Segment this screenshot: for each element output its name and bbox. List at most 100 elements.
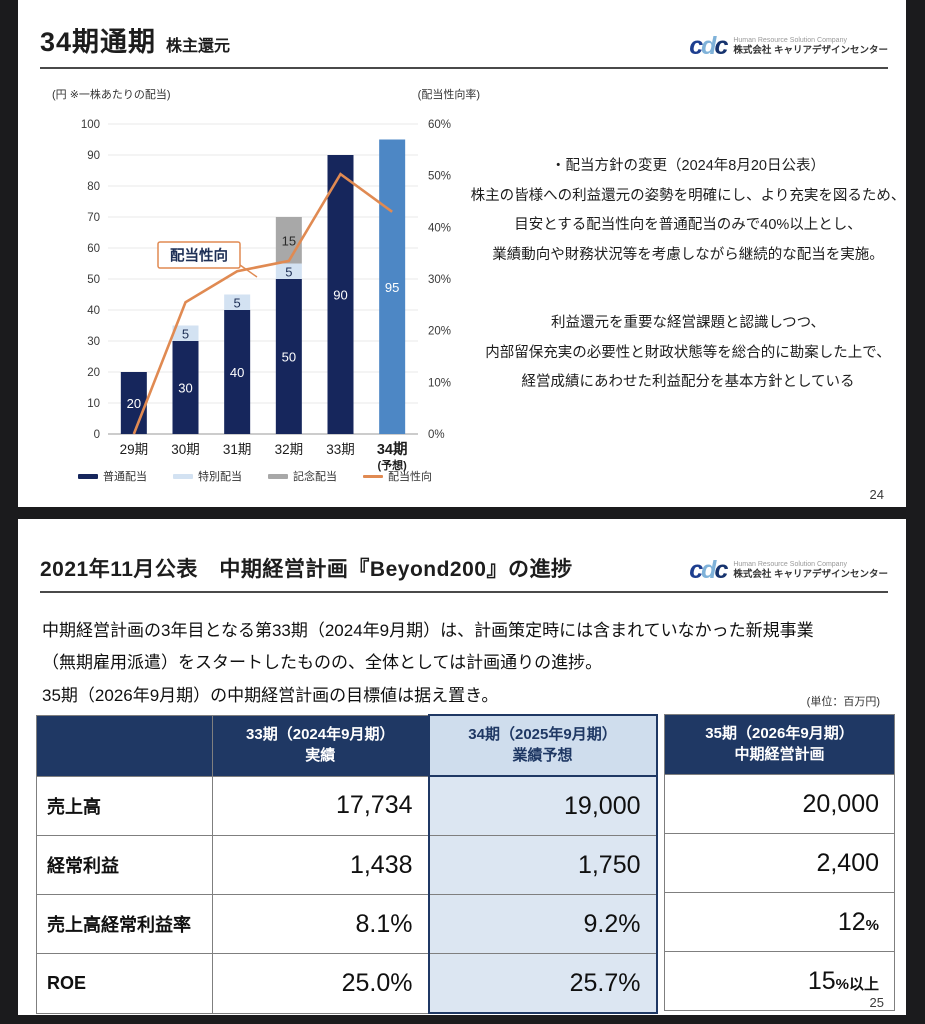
logo-company-jp: 株式会社 キャリアデザインセンター bbox=[733, 44, 888, 56]
policy-line: 株主の皆様への利益還元の姿勢を明確にし、より充実を図るため、 bbox=[470, 187, 906, 204]
left-axis-tick: 90 bbox=[87, 150, 100, 162]
midterm-target-table: 35期（2026年9月期） 中期経営計画 20,000 2,400 12% 15… bbox=[664, 714, 895, 1011]
payout-ratio-label: 配当性向 bbox=[170, 247, 228, 265]
legend-item: 配当性向 bbox=[363, 468, 432, 484]
principle-line: 内部留保充実の必要性と財政状態等を総合的に勘案した上で、 bbox=[485, 344, 891, 361]
logo-company-jp: 株式会社 キャリアデザインセンター bbox=[733, 568, 888, 580]
left-axis-tick: 70 bbox=[87, 212, 100, 224]
row-label: 経常利益 bbox=[36, 835, 213, 895]
table-corner-cell bbox=[36, 714, 213, 777]
slide2-header: 2021年11月公表 中期経営計画『Beyond200』の進捗 cdc Huma… bbox=[40, 553, 888, 593]
row-label: ROE bbox=[36, 953, 213, 1014]
cdc-logo-icon: cdc bbox=[689, 32, 728, 60]
page-number: 25 bbox=[869, 995, 884, 1010]
slide-shareholder-returns: 34期通期 株主還元 cdc Human Resource Solution C… bbox=[18, 0, 906, 507]
cell-profit-33: 1,438 bbox=[212, 835, 429, 895]
bar-value-label: 95 bbox=[385, 280, 399, 295]
table-row-sales-target: 20,000 bbox=[664, 774, 895, 834]
x-axis-label: 34期 bbox=[377, 440, 408, 458]
x-axis-label: 32期 bbox=[275, 442, 304, 457]
left-axis-tick: 20 bbox=[87, 367, 100, 379]
company-logo: cdc Human Resource Solution Company 株式会社… bbox=[689, 558, 888, 583]
cell-margin-34: 9.2% bbox=[427, 894, 658, 954]
bar-value-label: 90 bbox=[333, 288, 347, 303]
left-axis-tick: 0 bbox=[94, 429, 100, 441]
bar-segment bbox=[275, 279, 302, 434]
unit-note: (単位：百万円) bbox=[806, 696, 880, 708]
cell-roe-33: 25.0% bbox=[212, 953, 429, 1014]
intro-line: 中期経営計画の3年目となる第33期（2024年9月期）は、計画策定時には含まれて… bbox=[42, 621, 814, 640]
intro-line: （無期雇用派遣）をスタートしたものの、全体としては計画通りの進捗。 bbox=[42, 653, 603, 673]
left-axis-tick: 100 bbox=[81, 119, 100, 131]
legend-bar-swatch-icon bbox=[78, 473, 98, 479]
cell-margin-35: 12% bbox=[664, 892, 895, 952]
x-axis-label: 33期 bbox=[326, 442, 355, 457]
legend-label: 配当性向 bbox=[388, 471, 432, 483]
table-row-sales: 売上高 17,734 19,000 bbox=[36, 775, 658, 836]
left-axis-tick: 80 bbox=[87, 181, 100, 193]
bar-value-label: 5 bbox=[234, 295, 241, 310]
cell-sales-35: 20,000 bbox=[664, 774, 895, 834]
policy-line: 業績動向や財務状況等を考慮しながら継続的な配当を実施。 bbox=[492, 247, 884, 264]
cell-roe-35: 15%以上 bbox=[664, 951, 895, 1011]
row-label: 売上高 bbox=[36, 775, 213, 836]
table-row-margin-target: 12% bbox=[664, 892, 895, 952]
bar-value-label: 50 bbox=[282, 350, 296, 365]
right-axis-tick: 20% bbox=[428, 326, 451, 338]
bar-value-label: 5 bbox=[182, 326, 189, 341]
cell-margin-33: 8.1% bbox=[212, 894, 429, 954]
return-principle-block: 利益還元を重要な経営課題と認識しつつ、 内部留保充実の必要性と財政状態等を総合的… bbox=[462, 309, 914, 398]
left-axis-tick: 50 bbox=[87, 274, 100, 286]
principle-line: 利益還元を重要な経営課題と認識しつつ、 bbox=[550, 314, 826, 331]
right-axis-caption: (配当性向率) bbox=[417, 89, 480, 101]
cdc-logo-icon: cdc bbox=[689, 556, 728, 584]
bar-segment bbox=[120, 372, 147, 434]
bar-value-label: 40 bbox=[230, 365, 244, 380]
legend-label: 普通配当 bbox=[103, 471, 147, 483]
legend-label: 記念配当 bbox=[293, 471, 337, 483]
cell-profit-35: 2,400 bbox=[664, 833, 895, 893]
left-axis-tick: 30 bbox=[87, 336, 100, 348]
x-axis-label: 30期 bbox=[171, 442, 200, 457]
right-axis-tick: 60% bbox=[428, 119, 451, 131]
page-title: 34期通期 bbox=[40, 27, 157, 57]
company-logo: cdc Human Resource Solution Company 株式会社… bbox=[689, 34, 888, 59]
left-axis-tick: 40 bbox=[87, 305, 100, 317]
payout-ratio-label-box bbox=[157, 241, 241, 269]
right-axis-tick: 40% bbox=[428, 222, 451, 234]
page-subtitle: 株主還元 bbox=[166, 38, 231, 55]
bar-value-label: 20 bbox=[127, 396, 141, 411]
dividend-chart-svg: 0 10 20 30 40 50 60 70 80 90 100 0% 10% 20% 30% 40% 50% 6… bbox=[81, 119, 451, 472]
right-axis-tick: 30% bbox=[428, 274, 451, 286]
legend-bar-swatch-icon bbox=[173, 473, 193, 479]
x-axis-sublabel: (予想) bbox=[378, 458, 408, 472]
bar-value-label: 15 bbox=[282, 233, 296, 248]
bar-segment bbox=[327, 155, 354, 434]
left-axis-caption: (円 ※一株あたりの配当) bbox=[52, 89, 171, 101]
bar-value-label: 5 bbox=[285, 264, 292, 279]
legend-item: 記念配当 bbox=[268, 468, 337, 484]
bar-segment bbox=[172, 341, 199, 434]
dividend-chart: (円 ※一株あたりの配当) (配当性向率) 0 10 20 30 40 50 60 70 80 9… bbox=[50, 86, 482, 476]
cell-sales-34: 19,000 bbox=[427, 775, 658, 836]
cell-sales-33: 17,734 bbox=[212, 775, 429, 836]
slide-midterm-plan: 2021年11月公表 中期経営計画『Beyond200』の進捗 cdc Huma… bbox=[18, 519, 906, 1015]
table-row-roe: ROE 25.0% 25.7% bbox=[36, 953, 658, 1014]
intro-line: 35期（2026年9月期）の中期経営計画の目標値は据え置き。 bbox=[42, 685, 499, 705]
bar-segment bbox=[379, 139, 406, 434]
principle-line: 経営成績にあわせた利益配分を基本方針としている bbox=[521, 374, 855, 391]
page-title: 2021年11月公表 中期経営計画『Beyond200』の進捗 bbox=[40, 558, 573, 581]
payout-ratio-line bbox=[132, 172, 393, 435]
right-axis-tick: 50% bbox=[428, 171, 451, 183]
policy-line: ・配当方針の変更（2024年8月20日公表） bbox=[551, 158, 825, 174]
label-connector bbox=[239, 264, 258, 278]
x-axis-label: 29期 bbox=[120, 442, 149, 457]
legend-label: 特別配当 bbox=[198, 471, 242, 483]
col-header-33: 33期（2024年9月期） 実績 bbox=[212, 714, 429, 777]
cell-profit-34: 1,750 bbox=[427, 835, 658, 895]
legend-item: 普通配当 bbox=[78, 468, 147, 484]
left-axis-tick: 10 bbox=[87, 398, 100, 410]
right-axis-tick: 0% bbox=[428, 429, 445, 441]
legend-line-swatch-icon bbox=[363, 474, 383, 478]
col-header-34: 34期（2025年9月期） 業績予想 bbox=[427, 714, 658, 777]
